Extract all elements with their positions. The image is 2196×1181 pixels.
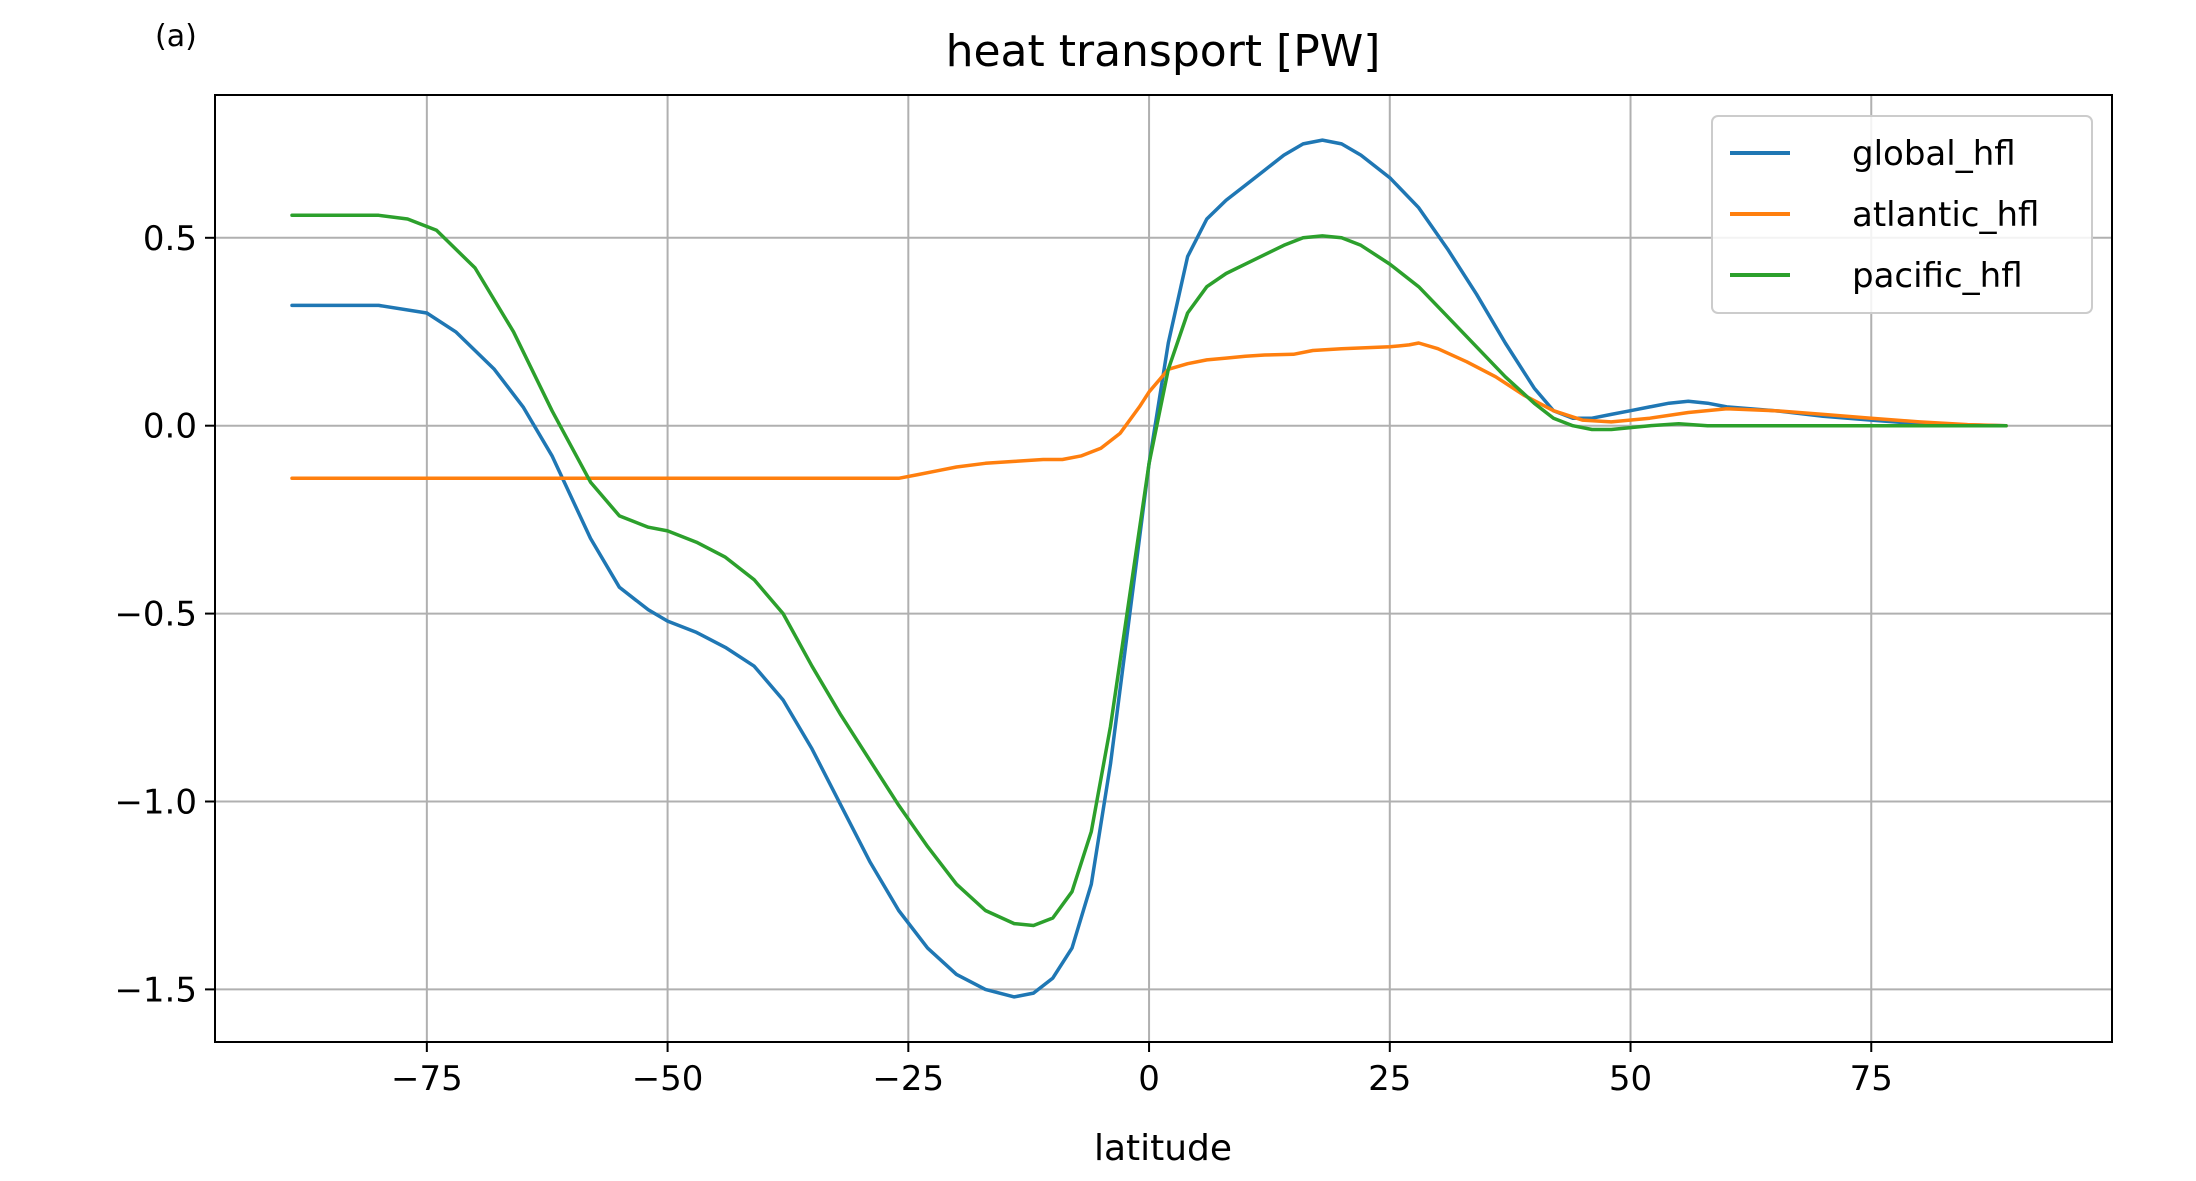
y-tick-label: 0.5 xyxy=(143,219,197,259)
legend-label-pacific-hfl: pacific_hfl xyxy=(1852,256,2023,296)
x-tick-label: 50 xyxy=(1609,1059,1652,1099)
y-tick-label: 0.0 xyxy=(143,407,197,447)
legend: global_hfl atlantic_hfl pacific_hfl xyxy=(1711,115,2093,314)
x-tick-label: −25 xyxy=(872,1059,944,1099)
plot-frame xyxy=(214,94,2113,1043)
legend-label-global-hfl: global_hfl xyxy=(1852,134,2016,174)
y-tick-label: −1.5 xyxy=(114,970,197,1010)
x-tick-label: −50 xyxy=(632,1059,704,1099)
chart-title: heat transport [PW] xyxy=(946,26,1381,77)
grid-lines xyxy=(215,95,2112,1042)
series-line-pacific-hfl xyxy=(290,213,2008,928)
series-lines xyxy=(290,138,2008,999)
panel-label: (a) xyxy=(155,19,197,54)
series-line-global-hfl xyxy=(290,138,2008,999)
x-axis-label: latitude xyxy=(1094,1128,1232,1169)
y-axis-ticks: 0.5 0.0 −0.5 −1.0 −1.5 xyxy=(114,219,215,1010)
x-tick-label: 0 xyxy=(1138,1059,1160,1099)
x-tick-label: −75 xyxy=(391,1059,463,1099)
x-axis-ticks: −75 −50 −25 0 25 50 75 xyxy=(391,1042,1893,1099)
legend-box xyxy=(1711,115,2093,314)
series-line-atlantic-hfl xyxy=(290,341,2008,481)
legend-label-atlantic-hfl: atlantic_hfl xyxy=(1852,195,2039,235)
y-tick-label: −0.5 xyxy=(114,595,197,635)
y-tick-label: −1.0 xyxy=(114,782,197,822)
x-tick-label: 25 xyxy=(1368,1059,1411,1099)
x-tick-label: 75 xyxy=(1850,1059,1893,1099)
